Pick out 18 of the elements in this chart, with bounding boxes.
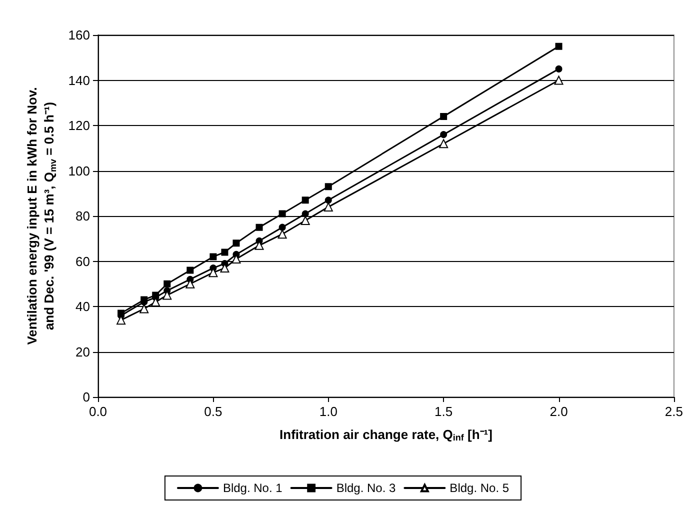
y-tick-label: 20 xyxy=(76,344,90,360)
legend-label: Bldg. No. 5 xyxy=(450,481,510,495)
y-tick-label: 60 xyxy=(76,254,90,269)
y-tick-label: 40 xyxy=(76,299,90,314)
x-tick-label: 2.0 xyxy=(550,404,568,419)
x-tick-label: 1.5 xyxy=(434,404,453,419)
legend-label: Bldg. No. 3 xyxy=(336,481,396,495)
x-tick-label: 0.5 xyxy=(204,404,222,419)
x-tick-label: 1.0 xyxy=(319,404,338,419)
y-tick-label: 140 xyxy=(68,72,90,88)
legend-label: Bldg. No. 1 xyxy=(222,481,283,495)
y-tick-label: 120 xyxy=(68,118,90,133)
x-tick-label: 0.0 xyxy=(88,404,108,419)
y-tick-label: 0 xyxy=(82,390,90,404)
y-tick-label: 160 xyxy=(68,28,90,42)
y-tick-label: 100 xyxy=(68,163,90,178)
y-tick-label: 80 xyxy=(76,208,90,224)
x-tick-label: 2.5 xyxy=(664,404,684,419)
